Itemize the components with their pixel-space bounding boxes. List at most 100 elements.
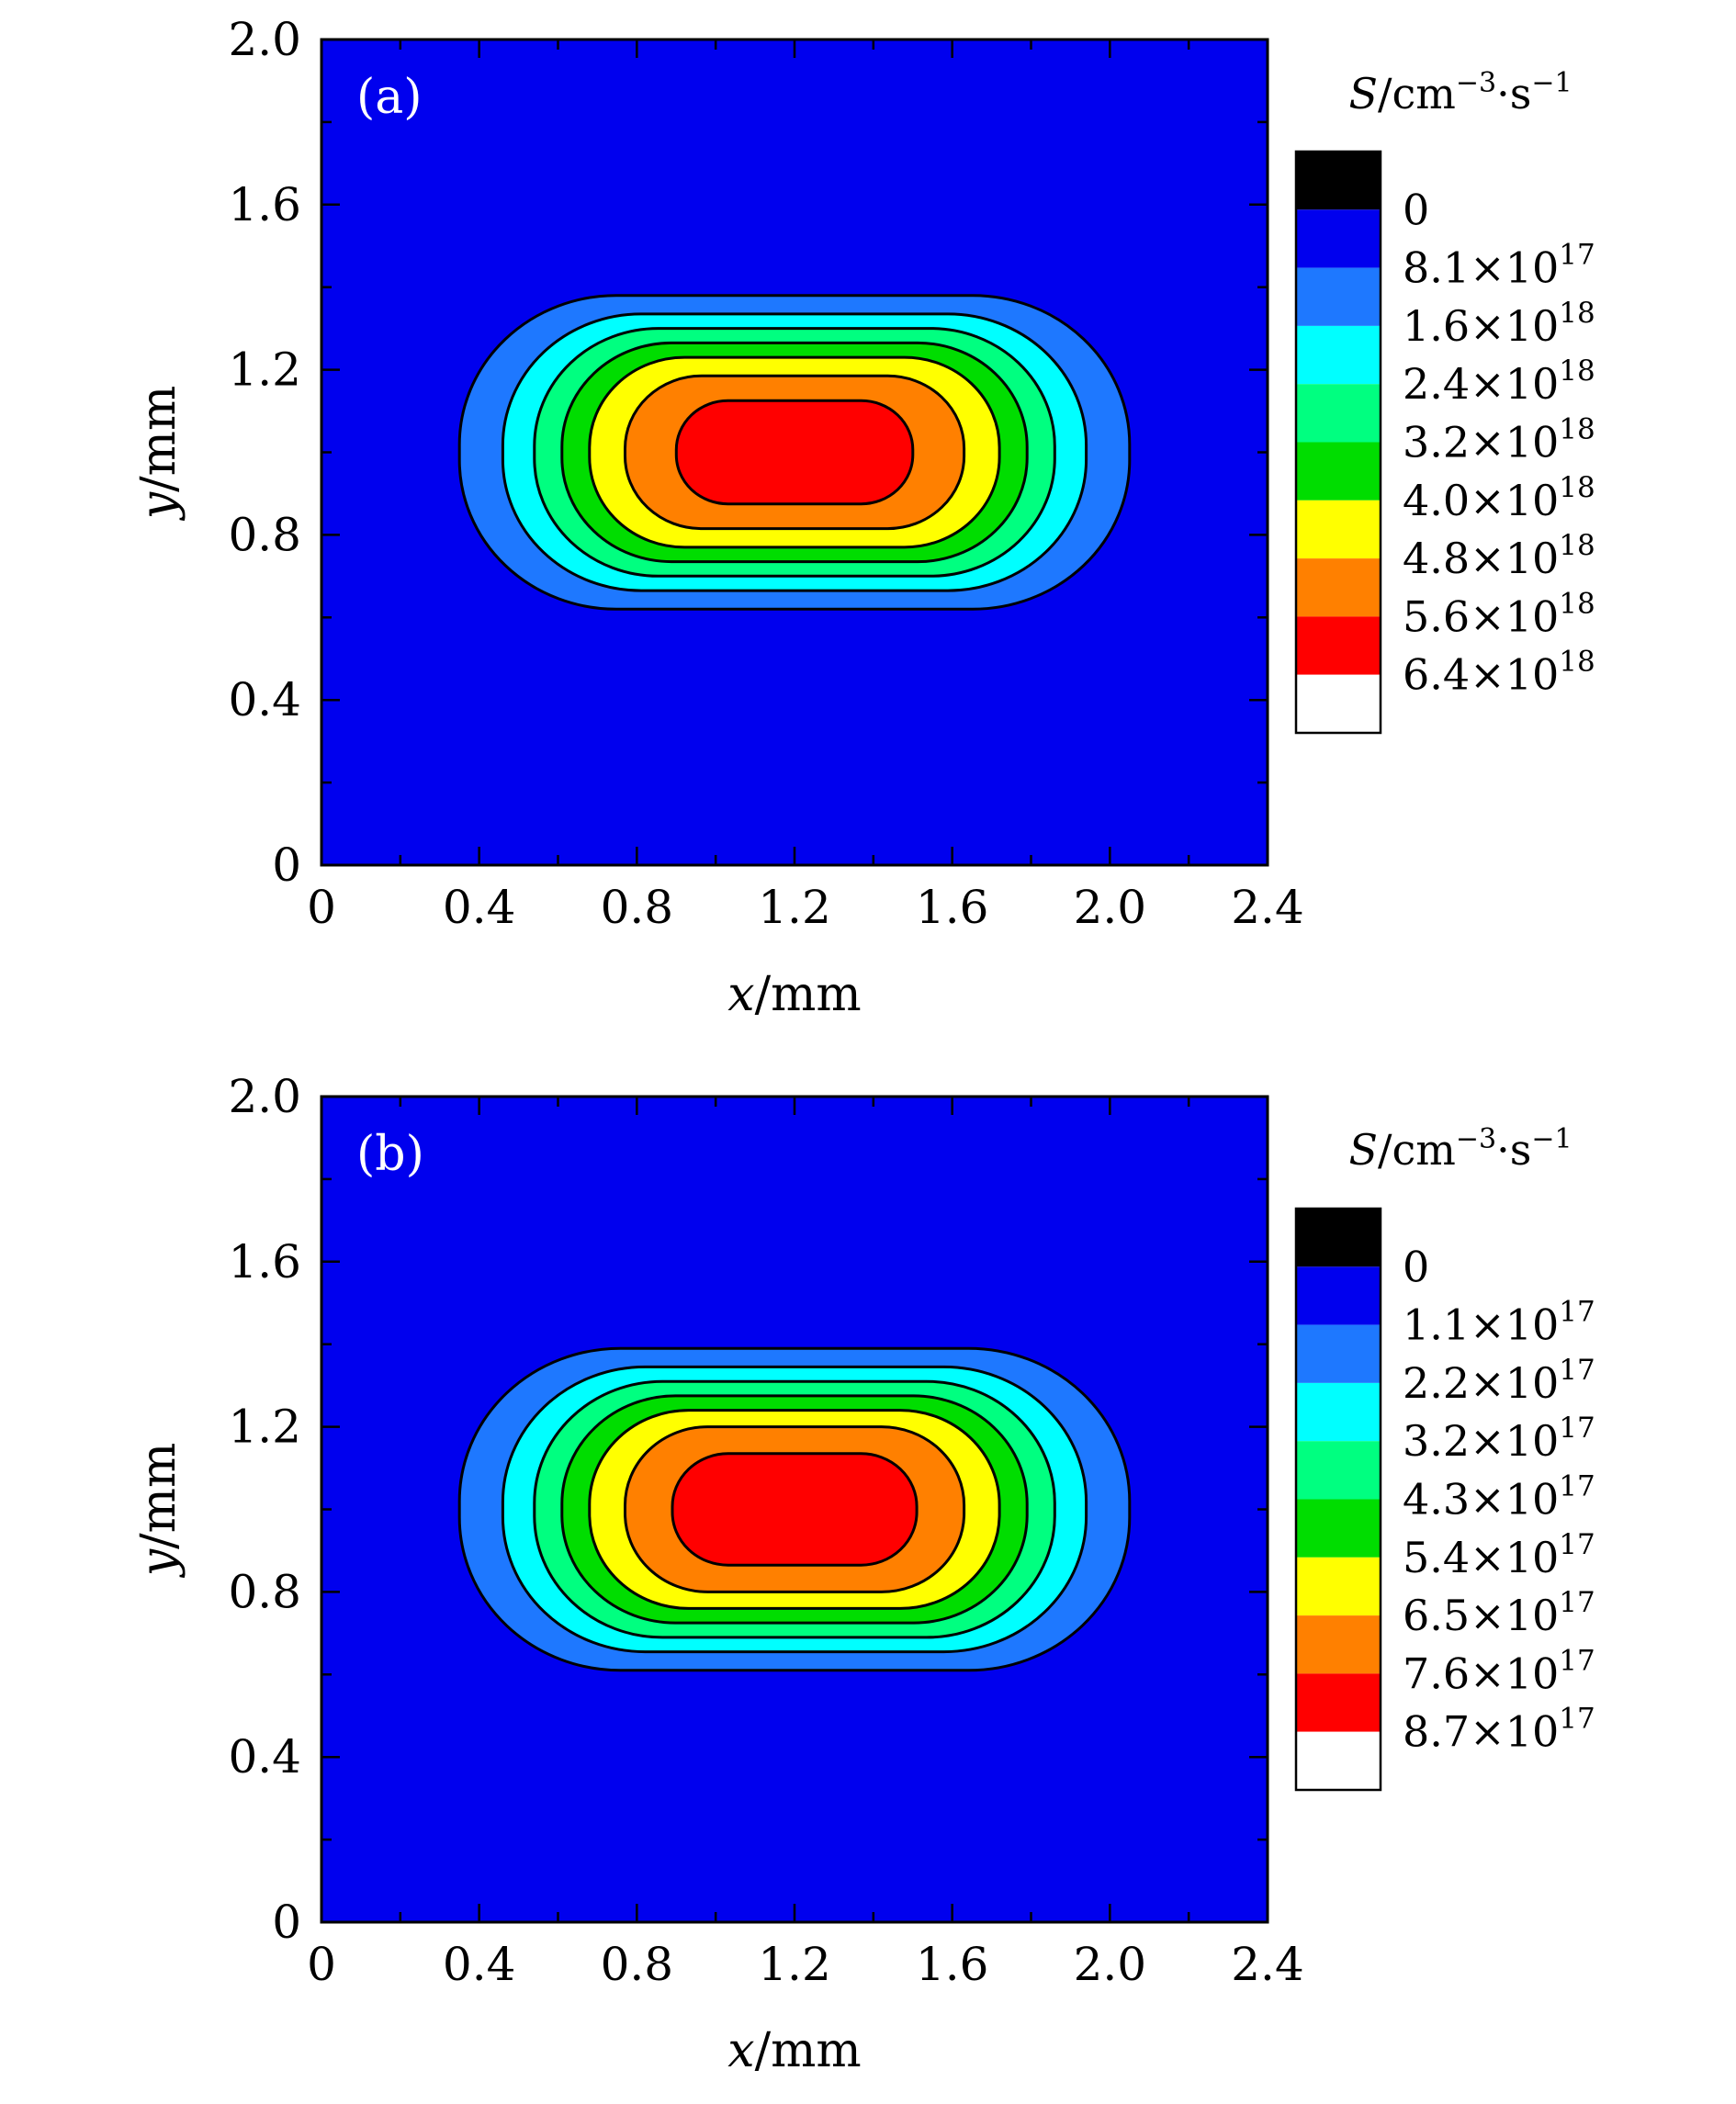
colorbar-level-exponent: 18 xyxy=(1559,354,1595,388)
colorbar-level-mantissa: 4.8×10 xyxy=(1403,534,1559,583)
colorbar-swatch xyxy=(1296,1324,1381,1383)
colorbar-swatch xyxy=(1296,1499,1381,1558)
y-axis-unit: /mm xyxy=(131,386,186,492)
colorbar-level-exponent: 17 xyxy=(1559,1470,1595,1503)
y-tick-label: 0 xyxy=(272,838,301,892)
colorbar-level-exponent: 17 xyxy=(1559,1296,1595,1329)
colorbar-title-mid: ·s xyxy=(1496,69,1531,118)
y-tick-label: 0.4 xyxy=(228,673,301,726)
colorbar-level-exponent: 18 xyxy=(1559,646,1595,679)
colorbar-swatch xyxy=(1296,152,1381,210)
colorbar-title-exp: −3 xyxy=(1456,67,1496,99)
colorbar-swatch xyxy=(1296,1615,1381,1674)
y-tick-label: 0.8 xyxy=(228,1565,301,1618)
colorbar-level-mantissa: 6.4×10 xyxy=(1403,650,1559,700)
colorbar-swatch xyxy=(1296,1209,1381,1267)
x-tick-label: 0.8 xyxy=(601,1938,674,1991)
x-axis-var: x xyxy=(727,2023,754,2078)
colorbar-level-mantissa: 4.3×10 xyxy=(1403,1475,1559,1525)
x-tick-label: 0 xyxy=(307,1938,336,1991)
y-tick-label: 1.2 xyxy=(228,1401,301,1454)
x-axis-var: x xyxy=(727,967,754,1022)
colorbar-level-exponent: 17 xyxy=(1559,1703,1595,1736)
colorbar-level-exponent: 18 xyxy=(1559,297,1595,330)
colorbar-level-exponent: 17 xyxy=(1559,1412,1595,1445)
colorbar-level-label: 2.2×1017 xyxy=(1403,1354,1595,1408)
colorbar-level-exponent: 18 xyxy=(1559,413,1595,446)
colorbar-swatch xyxy=(1296,384,1381,443)
colorbar-title-exp: −1 xyxy=(1531,1123,1572,1155)
y-axis-var: y xyxy=(131,1548,186,1578)
x-tick-label: 0 xyxy=(307,881,336,934)
y-axis-var: y xyxy=(131,491,186,521)
colorbar-swatch xyxy=(1296,674,1381,733)
colorbar-level-label: 4.0×1018 xyxy=(1403,471,1595,525)
x-axis-label: x/mm xyxy=(727,2023,861,2078)
colorbar-level-exponent: 17 xyxy=(1559,1586,1595,1619)
colorbar-level-label: 0 xyxy=(1403,1242,1429,1291)
colorbar-title-mid: ·s xyxy=(1496,1125,1531,1175)
colorbar-level-label: 1.1×1017 xyxy=(1403,1296,1595,1350)
colorbar-level-exponent: 17 xyxy=(1559,1644,1595,1677)
y-tick-label: 1.6 xyxy=(228,1235,301,1288)
panel-label: (a) xyxy=(356,70,423,125)
colorbar-title-var: S xyxy=(1348,69,1378,118)
colorbar-title-exp: −3 xyxy=(1456,1123,1496,1155)
y-tick-label: 2.0 xyxy=(228,13,301,66)
y-tick-label: 2.0 xyxy=(228,1070,301,1123)
colorbar-level-label: 3.2×1018 xyxy=(1403,413,1595,467)
colorbar-level-label: 5.6×1018 xyxy=(1403,587,1595,641)
colorbar-swatch xyxy=(1296,500,1381,559)
contour-panel-1: 0 0.4 0.8 1.2 1.6 2.0 2.400.40.81.21.62.0(a)x/… xyxy=(131,13,1595,1022)
colorbar-level-label: 6.5×1017 xyxy=(1403,1586,1595,1640)
colorbar-level-label: 2.4×1018 xyxy=(1403,354,1595,409)
colorbar-frame xyxy=(1294,1207,1382,1792)
colorbar-swatch xyxy=(1296,558,1381,617)
y-tick-label: 1.6 xyxy=(228,178,301,231)
colorbar-level-mantissa: 0 xyxy=(1403,185,1429,234)
colorbar-swatch xyxy=(1296,442,1381,501)
x-tick-label: 1.2 xyxy=(758,881,831,934)
x-tick-label: 1.6 xyxy=(916,1938,989,1991)
colorbar-swatch xyxy=(1296,1266,1381,1325)
colorbar-swatch xyxy=(1296,267,1381,326)
colorbar-level-mantissa: 2.2×10 xyxy=(1403,1358,1559,1408)
colorbar-level-label: 4.3×1017 xyxy=(1403,1470,1595,1525)
colorbar-level-exponent: 18 xyxy=(1559,587,1595,620)
colorbar-title: S/cm−3·s−1 xyxy=(1348,67,1572,118)
colorbar-level-exponent: 17 xyxy=(1559,1528,1595,1561)
colorbar-swatch xyxy=(1296,1382,1381,1442)
colorbar-title-var: S xyxy=(1348,1125,1378,1175)
colorbar-level-mantissa: 6.5×10 xyxy=(1403,1591,1559,1640)
x-tick-label: 0.8 xyxy=(601,881,674,934)
x-axis-label: x/mm xyxy=(727,967,861,1022)
x-axis-unit: /mm xyxy=(755,967,862,1022)
colorbar-level-label: 8.1×1017 xyxy=(1403,239,1595,293)
colorbar-title-unit: /cm xyxy=(1378,69,1456,118)
x-tick-label: 0.4 xyxy=(443,881,516,934)
colorbar-level-label: 7.6×1017 xyxy=(1403,1644,1595,1698)
colorbar-level-mantissa: 5.4×10 xyxy=(1403,1533,1559,1582)
contour-band-7 xyxy=(671,1452,919,1567)
y-tick-label: 0 xyxy=(272,1896,301,1949)
colorbar-frame xyxy=(1294,150,1382,735)
colorbar-level-mantissa: 1.6×10 xyxy=(1403,301,1559,351)
colorbar-level-mantissa: 4.0×10 xyxy=(1403,476,1559,525)
y-axis-label: y/mm xyxy=(131,386,186,522)
colorbar-swatch xyxy=(1296,1731,1381,1790)
colorbar-swatch xyxy=(1296,325,1381,385)
colorbar-level-exponent: 17 xyxy=(1559,239,1595,272)
colorbar-swatch xyxy=(1296,1441,1381,1500)
x-tick-label: 1.6 xyxy=(916,881,989,934)
colorbar-level-label: 0 xyxy=(1403,185,1429,234)
x-axis-unit: /mm xyxy=(755,2023,862,2078)
colorbar-level-label: 8.7×1017 xyxy=(1403,1703,1595,1757)
colorbar-level-mantissa: 3.2×10 xyxy=(1403,418,1559,467)
colorbar-swatch xyxy=(1296,1673,1381,1732)
x-tick-label: 0.4 xyxy=(443,1938,516,1991)
panel-label: (b) xyxy=(356,1127,424,1182)
colorbar-level-exponent: 17 xyxy=(1559,1354,1595,1387)
colorbar-swatch xyxy=(1296,616,1381,675)
colorbar-level-mantissa: 7.6×10 xyxy=(1403,1648,1559,1698)
colorbar-title-unit: /cm xyxy=(1378,1125,1456,1175)
